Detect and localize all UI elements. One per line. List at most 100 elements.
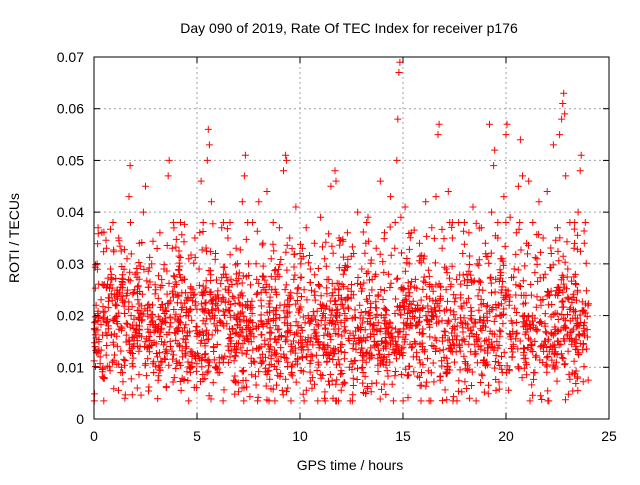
data-point [181,275,189,283]
data-point [362,239,370,247]
data-point-band [516,219,524,226]
data-point [387,193,395,201]
data-point-band [438,362,446,370]
data-point-band [358,319,366,327]
data-point-band [558,271,566,279]
data-point-band [465,261,473,268]
data-point-band [239,272,247,280]
data-point [541,270,549,278]
data-point-band [243,317,250,325]
data-point-band [207,277,215,284]
data-point-band [359,379,367,387]
data-point-band [235,275,243,283]
data-point-band [377,311,385,319]
y-tick-label: 0.04 [57,204,84,220]
data-point-band [320,341,328,349]
data-point-band [333,376,341,384]
data-point-band [347,287,355,295]
data-point [440,327,448,335]
data-point [490,162,498,170]
data-point [503,120,511,128]
data-point [383,306,390,314]
data-point-band [441,386,449,394]
data-point-band [170,306,178,313]
data-point-band [306,279,314,286]
data-point [109,358,116,366]
data-point-band [154,395,162,403]
data-point-band [257,296,265,304]
data-point-band [198,336,206,344]
data-point-band [574,350,582,358]
data-point-band [144,283,152,291]
data-point-band [175,259,183,267]
data-point-band [191,253,199,261]
data-point-band [276,261,284,268]
data-point-band [127,250,135,258]
data-point [436,296,444,304]
data-point-band [546,264,554,271]
data-point-band [165,279,173,287]
data-point [558,115,566,123]
data-point [329,394,337,402]
data-point-band [233,260,241,268]
data-point [280,167,287,175]
data-point [164,172,172,180]
data-point-band [514,345,522,353]
data-point-band [409,313,417,320]
data-point [154,327,162,335]
data-point-band [475,306,483,314]
data-point-band [428,315,435,323]
data-point-band [561,258,569,266]
data-point-band [339,253,347,261]
data-point-band [266,375,274,383]
data-point-band [227,301,235,309]
data-point-band [435,280,443,288]
data-point [220,322,228,330]
data-point-band [366,320,374,328]
data-point-band [267,352,275,360]
data-point-band [120,302,128,310]
data-point-band [486,327,494,335]
data-point-band [198,363,206,371]
data-point-band [468,330,476,338]
data-point-band [391,310,399,317]
data-point-band [91,313,99,321]
data-point-band [269,240,277,248]
data-point-band [333,361,340,369]
data-point-band [453,397,461,405]
data-point-band [283,303,291,311]
data-point-band [99,303,107,311]
data-point-band [425,272,433,280]
data-point-band [248,310,256,317]
data-point-band [548,356,556,364]
data-point-band [234,322,242,330]
data-point-band [250,357,258,365]
data-point-band [178,231,186,239]
data-point-band [460,227,468,235]
data-point-band [386,284,394,291]
data-point-band [282,375,290,383]
data-point-band [277,256,285,263]
data-point-band [404,314,411,322]
data-point-band [220,355,227,363]
data-point-band [244,335,252,343]
data-point-band [297,346,305,354]
data-point-band [337,370,344,378]
data-point [461,337,469,345]
data-point-band [249,325,257,333]
data-point-band [453,322,461,330]
data-point-band [197,300,205,308]
data-point-band [113,302,121,309]
data-point [465,229,473,237]
data-point-band [169,355,177,363]
data-point-band [352,313,359,321]
data-point-band [340,378,348,386]
data-point-band [274,336,282,344]
data-point-band [519,300,527,308]
data-point-band [468,382,475,389]
data-point-band [463,320,471,328]
data-point [403,322,411,330]
data-point-band [566,304,574,312]
data-point-band [107,225,114,233]
data-point-band [559,354,567,362]
